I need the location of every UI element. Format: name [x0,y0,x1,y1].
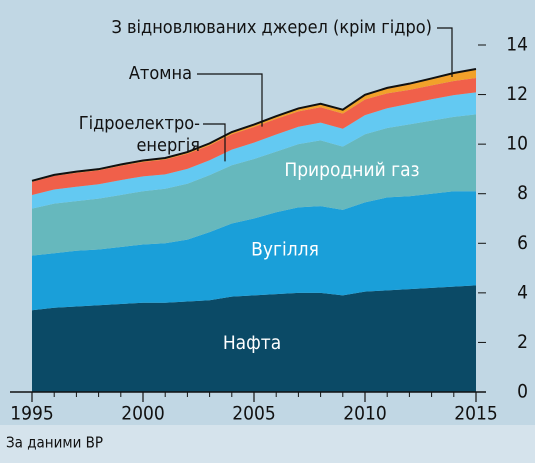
annotation: З відновлюваних джерел (крім гідро) [111,17,432,38]
y-tick-label: 6 [517,232,528,254]
x-tick-label: 2015 [454,403,498,425]
x-tick-label: 2010 [343,403,387,425]
area [32,285,476,392]
area [32,77,476,195]
leader-line [437,27,453,77]
y-tick-label: 12 [506,83,528,105]
series-label: Нафта [223,332,281,354]
y-tick-label: 8 [517,182,528,204]
series-label: Вугілля [251,239,319,261]
y-tick-label: 2 [517,331,528,353]
area [32,92,476,209]
leader-line [197,73,263,127]
leader-line [203,123,226,162]
y-tick-label: 0 [517,381,528,403]
y-tick-label: 4 [517,281,528,303]
x-tick-label: 2005 [232,403,276,425]
y-tick-label: 14 [506,34,528,56]
y-tick-label: 10 [506,133,528,155]
source: За даними BP [6,434,103,452]
total-line [31,68,477,182]
annotation: Атомна [129,63,192,84]
annotation: Гідроелектро- [79,113,200,134]
x-tick-label: 1995 [10,403,54,425]
annotation: енергія [136,135,200,156]
series-label: Природний газ [284,159,419,181]
x-tick-label: 2000 [121,403,165,425]
area [32,191,476,311]
footer [0,425,535,463]
area [32,114,476,256]
